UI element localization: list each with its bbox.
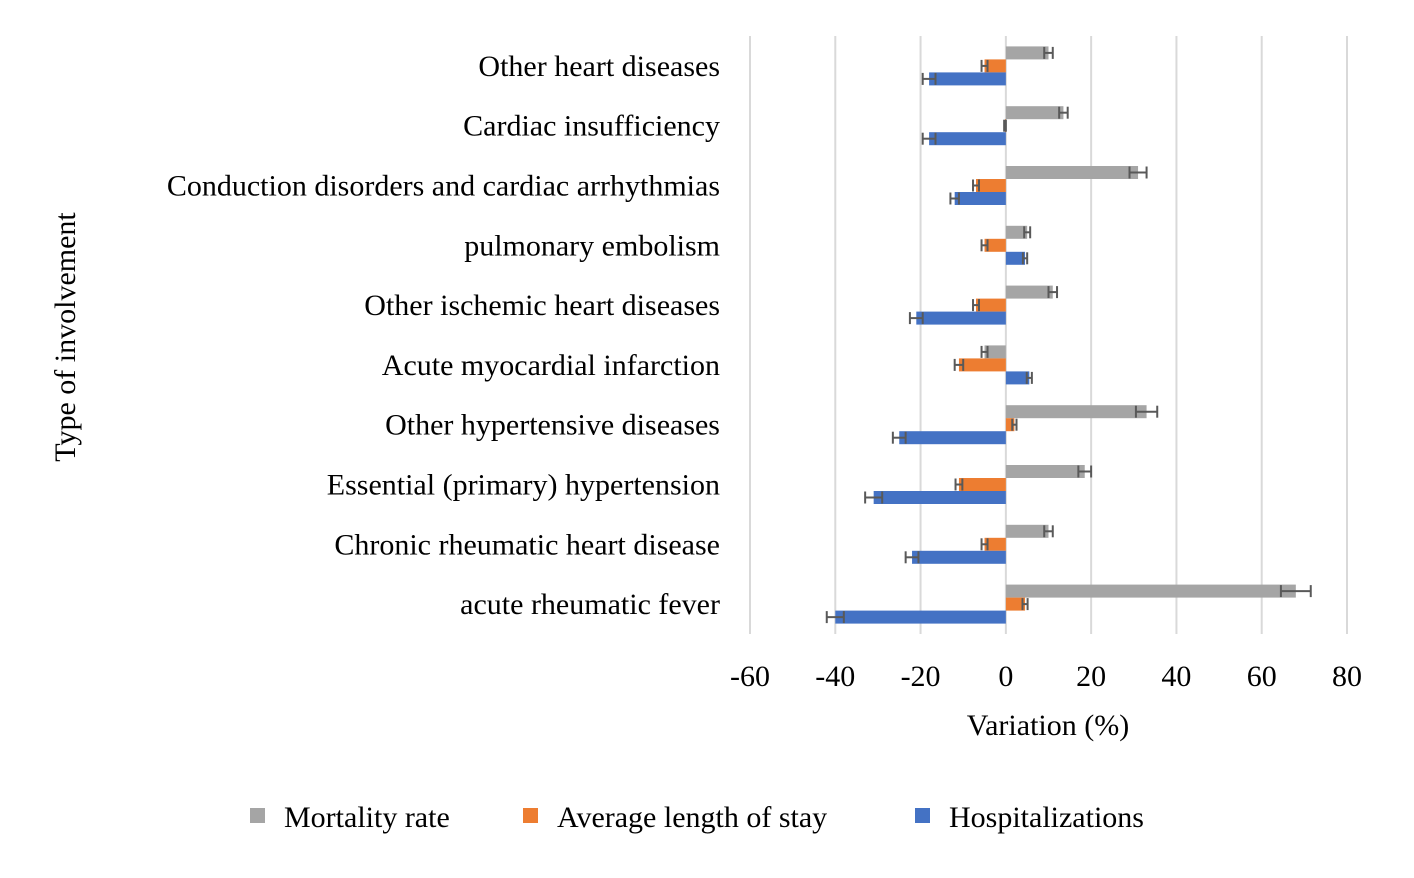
bar — [1005, 597, 1026, 611]
error-bar — [1134, 405, 1159, 418]
legend-swatch — [915, 808, 930, 823]
legend-item: Average length of stay — [523, 801, 827, 834]
error-bar — [864, 491, 884, 504]
error-bar — [980, 239, 989, 252]
legend-item: Mortality rate — [250, 801, 450, 834]
legend-label: Average length of stay — [557, 801, 827, 834]
bar — [1005, 46, 1049, 60]
bar — [899, 431, 1006, 445]
error-bar — [980, 345, 989, 358]
error-bar — [891, 431, 907, 444]
error-bar — [921, 72, 937, 85]
bar — [1005, 251, 1026, 265]
category-label: Other hypertensive diseases — [385, 409, 720, 442]
bar — [984, 59, 1006, 73]
bar — [1005, 524, 1049, 538]
category-label: Acute myocardial infarction — [382, 349, 720, 382]
error-bar — [1025, 371, 1033, 384]
category-label: Cardiac insufficiency — [463, 110, 720, 143]
error-bar — [980, 59, 989, 72]
legend-swatch — [250, 808, 265, 823]
bar — [984, 345, 1006, 359]
bar — [1005, 166, 1139, 179]
legend-swatch — [523, 808, 538, 823]
error-bar — [1023, 226, 1032, 239]
bar — [1005, 465, 1085, 478]
bar — [1005, 405, 1147, 419]
error-bar — [953, 358, 965, 371]
legend-label: Hospitalizations — [949, 801, 1144, 834]
error-bar — [1021, 252, 1029, 265]
category-labels: Other heart diseases Cardiac insufficienc… — [167, 50, 720, 621]
bar — [954, 192, 1006, 205]
bars-layer — [825, 46, 1312, 624]
y-axis-title: Type of involvement — [49, 212, 82, 462]
category-label: Conduction disorders and cardiac arrhyth… — [167, 170, 720, 203]
error-bar — [825, 611, 845, 624]
error-bar — [1043, 46, 1054, 59]
error-bar — [908, 312, 924, 325]
bar — [929, 72, 1006, 86]
legend-label: Mortality rate — [284, 801, 450, 834]
error-bar — [1047, 286, 1059, 299]
error-bar — [1279, 585, 1312, 598]
bar — [916, 311, 1006, 325]
x-tick-label: -60 — [730, 660, 770, 693]
x-tick-label: -20 — [901, 660, 941, 693]
error-bar — [949, 192, 960, 205]
error-bar — [972, 179, 980, 192]
bar — [835, 610, 1006, 624]
x-axis-title: Variation (%) — [967, 709, 1129, 742]
error-bar — [1003, 119, 1007, 132]
bar — [984, 238, 1006, 252]
category-label: Other ischemic heart diseases — [364, 289, 720, 322]
bar — [1005, 584, 1296, 598]
x-tick-label: 0 — [998, 660, 1013, 693]
bar — [912, 550, 1006, 564]
x-tick-label: 20 — [1076, 660, 1106, 693]
error-bar — [980, 538, 989, 551]
category-label: Essential (primary) hypertension — [327, 469, 720, 502]
error-bar — [1058, 106, 1069, 119]
legend: Mortality rate Average length of stay Hosp… — [250, 801, 1144, 834]
bar — [929, 132, 1006, 146]
bar — [1005, 225, 1028, 239]
error-bar — [972, 299, 980, 312]
category-label: Chronic rheumatic heart disease — [334, 528, 720, 561]
x-tick-label: 80 — [1332, 660, 1362, 693]
error-bar — [1011, 418, 1018, 431]
category-label: acute rheumatic fever — [460, 588, 720, 621]
x-tick-labels: -60 -40 -20 0 20 40 60 80 — [730, 660, 1362, 693]
bar — [1005, 418, 1015, 432]
bar — [1005, 106, 1064, 120]
bar — [1005, 371, 1030, 385]
bar — [958, 478, 1006, 491]
gridlines — [749, 36, 1348, 634]
bar — [976, 298, 1006, 312]
x-tick-label: 60 — [1247, 660, 1277, 693]
error-bar — [921, 132, 937, 145]
category-label: Other heart diseases — [478, 50, 720, 83]
bar — [984, 537, 1006, 551]
bar — [1005, 285, 1053, 299]
legend-item: Hospitalizations — [915, 801, 1144, 834]
bar — [976, 179, 1006, 192]
error-bar — [904, 551, 920, 564]
error-bar — [1021, 598, 1029, 611]
error-bar — [1043, 525, 1054, 538]
category-label: pulmonary embolism — [464, 229, 720, 262]
x-tick-label: 40 — [1161, 660, 1191, 693]
bar — [873, 491, 1006, 504]
x-tick-label: -40 — [815, 660, 855, 693]
error-bar — [1128, 166, 1148, 179]
bar — [958, 358, 1006, 372]
error-bar — [954, 478, 964, 491]
error-bar — [1077, 465, 1093, 478]
